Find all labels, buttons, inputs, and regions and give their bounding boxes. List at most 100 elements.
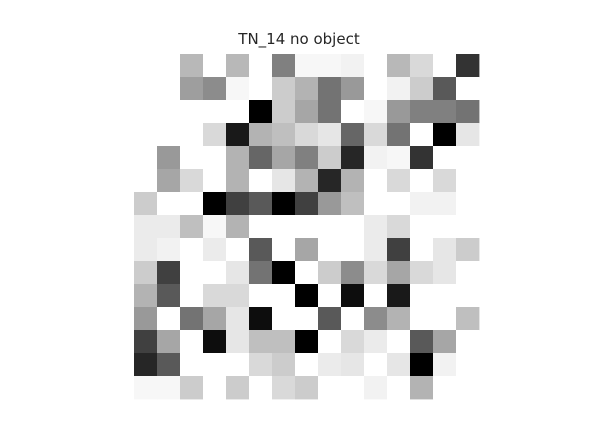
heatmap-cell-r13-c6 (272, 353, 296, 377)
heatmap-cell-r3-c2 (180, 123, 204, 147)
heatmap-cell-r13-c7 (295, 353, 319, 377)
heatmap-cell-r0-c14 (456, 54, 480, 78)
heatmap-cell-r12-c13 (433, 330, 457, 354)
heatmap-cell-r12-c5 (249, 330, 273, 354)
heatmap-cell-r7-c8 (318, 215, 342, 239)
heatmap-cell-r8-c11 (387, 238, 411, 262)
heatmap-cell-r0-c4 (226, 54, 250, 78)
heatmap-cell-r11-c12 (410, 307, 434, 331)
heatmap-cell-r11-c2 (180, 307, 204, 331)
heatmap-cell-r4-c14 (456, 146, 480, 170)
heatmap-cell-r10-c4 (226, 284, 250, 308)
heatmap-cell-r9-c14 (456, 261, 480, 285)
heatmap-cell-r8-c6 (272, 238, 296, 262)
heatmap-cell-r2-c11 (387, 100, 411, 124)
heatmap-cell-r14-c11 (387, 376, 411, 400)
heatmap-cell-r4-c10 (364, 146, 388, 170)
heatmap-cell-r12-c7 (295, 330, 319, 354)
heatmap-cell-r0-c11 (387, 54, 411, 78)
heatmap-cell-r7-c10 (364, 215, 388, 239)
heatmap-cell-r7-c12 (410, 215, 434, 239)
heatmap-cell-r5-c5 (249, 169, 273, 193)
heatmap-cell-r10-c1 (157, 284, 181, 308)
heatmap-cell-r3-c10 (364, 123, 388, 147)
heatmap-cell-r7-c13 (433, 215, 457, 239)
heatmap-cell-r6-c1 (157, 192, 181, 216)
heatmap-cell-r9-c10 (364, 261, 388, 285)
heatmap-cell-r8-c0 (134, 238, 158, 262)
heatmap-cell-r10-c3 (203, 284, 227, 308)
heatmap-cell-r14-c1 (157, 376, 181, 400)
heatmap-cell-r11-c9 (341, 307, 365, 331)
heatmap-cell-r2-c10 (364, 100, 388, 124)
heatmap-cell-r3-c14 (456, 123, 480, 147)
heatmap-cell-r9-c9 (341, 261, 365, 285)
heatmap-cell-r5-c13 (433, 169, 457, 193)
heatmap-cell-r11-c6 (272, 307, 296, 331)
heatmap-cell-r6-c13 (433, 192, 457, 216)
heatmap-cell-r4-c8 (318, 146, 342, 170)
heatmap-cell-r2-c9 (341, 100, 365, 124)
heatmap-cell-r6-c14 (456, 192, 480, 216)
heatmap-cell-r11-c10 (364, 307, 388, 331)
heatmap-cell-r7-c4 (226, 215, 250, 239)
heatmap-cell-r10-c5 (249, 284, 273, 308)
heatmap-cell-r7-c3 (203, 215, 227, 239)
heatmap-cell-r5-c1 (157, 169, 181, 193)
heatmap-cell-r6-c4 (226, 192, 250, 216)
heatmap-cell-r4-c3 (203, 146, 227, 170)
heatmap-cell-r4-c1 (157, 146, 181, 170)
heatmap-cell-r3-c0 (134, 123, 158, 147)
heatmap-cell-r2-c2 (180, 100, 204, 124)
heatmap-cell-r13-c8 (318, 353, 342, 377)
heatmap-cell-r2-c0 (134, 100, 158, 124)
heatmap-cell-r2-c5 (249, 100, 273, 124)
heatmap-cell-r9-c3 (203, 261, 227, 285)
heatmap-cell-r12-c11 (387, 330, 411, 354)
heatmap-cell-r2-c1 (157, 100, 181, 124)
heatmap-cell-r3-c8 (318, 123, 342, 147)
heatmap-cell-r1-c2 (180, 77, 204, 101)
heatmap-cell-r3-c9 (341, 123, 365, 147)
heatmap-cell-r7-c14 (456, 215, 480, 239)
heatmap-cell-r5-c0 (134, 169, 158, 193)
heatmap-cell-r11-c7 (295, 307, 319, 331)
heatmap-cell-r12-c9 (341, 330, 365, 354)
heatmap-cell-r5-c6 (272, 169, 296, 193)
heatmap-cell-r11-c8 (318, 307, 342, 331)
heatmap-cell-r10-c14 (456, 284, 480, 308)
heatmap-cell-r11-c5 (249, 307, 273, 331)
heatmap-cell-r4-c12 (410, 146, 434, 170)
heatmap-cell-r1-c7 (295, 77, 319, 101)
heatmap-cell-r12-c2 (180, 330, 204, 354)
heatmap-cell-r14-c0 (134, 376, 158, 400)
heatmap-cell-r4-c0 (134, 146, 158, 170)
heatmap-cell-r4-c7 (295, 146, 319, 170)
heatmap-cell-r14-c3 (203, 376, 227, 400)
heatmap-cell-r1-c3 (203, 77, 227, 101)
heatmap-cell-r13-c13 (433, 353, 457, 377)
heatmap-cell-r4-c5 (249, 146, 273, 170)
heatmap-cell-r5-c11 (387, 169, 411, 193)
heatmap-cell-r7-c2 (180, 215, 204, 239)
heatmap-cell-r14-c10 (364, 376, 388, 400)
heatmap-cell-r7-c0 (134, 215, 158, 239)
heatmap-cell-r9-c13 (433, 261, 457, 285)
heatmap-cell-r14-c13 (433, 376, 457, 400)
heatmap-cell-r6-c7 (295, 192, 319, 216)
heatmap-cell-r0-c6 (272, 54, 296, 78)
heatmap-cell-r12-c8 (318, 330, 342, 354)
heatmap-cell-r2-c7 (295, 100, 319, 124)
heatmap-cell-r3-c5 (249, 123, 273, 147)
heatmap-cell-r1-c4 (226, 77, 250, 101)
heatmap-cell-r0-c0 (134, 54, 158, 78)
heatmap-cell-r13-c3 (203, 353, 227, 377)
heatmap-cell-r7-c7 (295, 215, 319, 239)
heatmap-cell-r2-c6 (272, 100, 296, 124)
heatmap-cell-r0-c10 (364, 54, 388, 78)
heatmap-cell-r8-c2 (180, 238, 204, 262)
heatmap-cell-r8-c1 (157, 238, 181, 262)
heatmap-cell-r9-c6 (272, 261, 296, 285)
